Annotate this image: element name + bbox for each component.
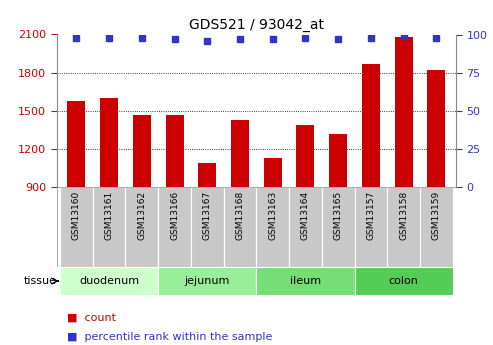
- Bar: [420, 187, 453, 267]
- Text: GSM13164: GSM13164: [301, 191, 310, 240]
- Bar: [191, 187, 224, 267]
- Text: GSM13168: GSM13168: [236, 191, 245, 240]
- Bar: [93, 187, 125, 267]
- Bar: [68, 101, 85, 187]
- Text: GSM13161: GSM13161: [105, 191, 113, 240]
- Bar: [224, 187, 256, 267]
- Bar: [231, 120, 249, 187]
- Bar: [256, 267, 354, 295]
- Title: GDS521 / 93042_at: GDS521 / 93042_at: [189, 18, 324, 32]
- Text: GSM13158: GSM13158: [399, 191, 408, 240]
- Bar: [354, 267, 453, 295]
- Text: GSM13159: GSM13159: [432, 191, 441, 240]
- Text: GSM13162: GSM13162: [137, 191, 146, 240]
- Text: ileum: ileum: [290, 276, 321, 286]
- Bar: [329, 134, 347, 187]
- Bar: [289, 187, 322, 267]
- Bar: [296, 125, 315, 187]
- Bar: [133, 115, 151, 187]
- Bar: [60, 187, 93, 267]
- Text: jejunum: jejunum: [184, 276, 230, 286]
- Bar: [125, 187, 158, 267]
- Bar: [100, 98, 118, 187]
- Bar: [427, 70, 445, 187]
- Text: GSM13157: GSM13157: [366, 191, 376, 240]
- Bar: [166, 115, 183, 187]
- Bar: [387, 187, 420, 267]
- Text: duodenum: duodenum: [79, 276, 139, 286]
- Text: GSM13160: GSM13160: [72, 191, 81, 240]
- Text: ■  percentile rank within the sample: ■ percentile rank within the sample: [67, 333, 272, 343]
- Bar: [158, 267, 256, 295]
- Text: GSM13166: GSM13166: [170, 191, 179, 240]
- Bar: [198, 163, 216, 187]
- Bar: [354, 187, 387, 267]
- Bar: [60, 267, 158, 295]
- Bar: [158, 187, 191, 267]
- Text: ■  count: ■ count: [67, 313, 115, 323]
- Bar: [256, 187, 289, 267]
- Text: GSM13165: GSM13165: [334, 191, 343, 240]
- Bar: [322, 187, 354, 267]
- Text: colon: colon: [388, 276, 419, 286]
- Bar: [362, 64, 380, 187]
- Text: tissue: tissue: [24, 276, 57, 286]
- Bar: [395, 37, 413, 187]
- Text: GSM13163: GSM13163: [268, 191, 277, 240]
- Text: GSM13167: GSM13167: [203, 191, 212, 240]
- Bar: [264, 158, 282, 187]
